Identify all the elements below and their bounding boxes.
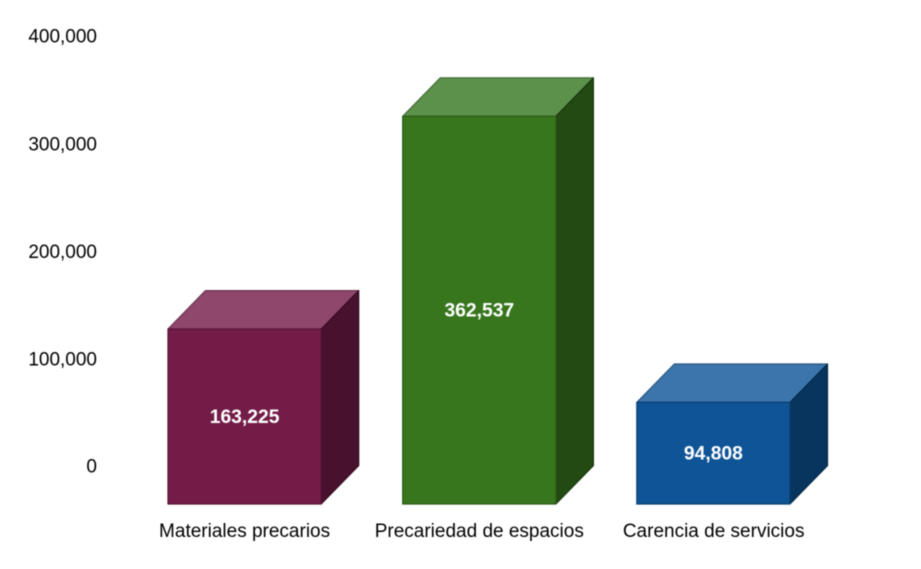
svg-text:Precariedad de espacios: Precariedad de espacios — [375, 521, 584, 542]
svg-text:163,225: 163,225 — [210, 407, 280, 428]
svg-text:300,000: 300,000 — [28, 134, 97, 155]
svg-text:362,537: 362,537 — [444, 301, 514, 322]
svg-text:400,000: 400,000 — [28, 27, 97, 48]
svg-text:100,000: 100,000 — [28, 349, 97, 370]
svg-text:94,808: 94,808 — [684, 444, 743, 465]
svg-text:Materiales precarios: Materiales precarios — [159, 521, 330, 542]
svg-text:0: 0 — [86, 456, 97, 477]
svg-text:200,000: 200,000 — [28, 242, 97, 263]
svg-text:Carencia de servicios: Carencia de servicios — [623, 521, 805, 542]
